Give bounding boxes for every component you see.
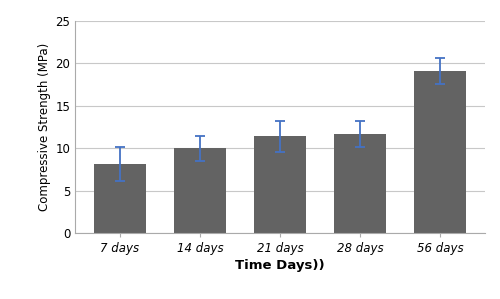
Y-axis label: Compressive Strength (MPa): Compressive Strength (MPa) (38, 43, 51, 211)
Bar (414, 71, 467, 233)
X-axis label: Time Days)): Time Days)) (235, 260, 325, 272)
Bar (334, 134, 386, 233)
Bar (254, 136, 306, 233)
Bar (174, 148, 226, 233)
Bar (94, 164, 146, 233)
